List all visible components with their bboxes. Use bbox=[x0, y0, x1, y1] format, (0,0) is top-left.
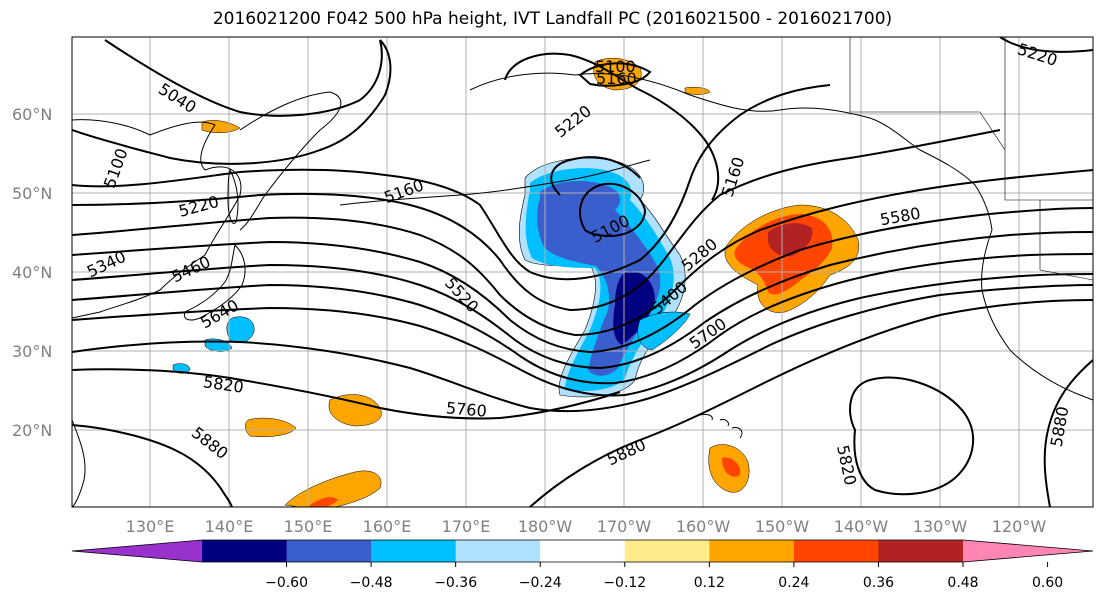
contour-line bbox=[72, 368, 621, 420]
colorbar-tick-label: −0.12 bbox=[603, 575, 646, 591]
colorbar-tick-label: −0.48 bbox=[350, 575, 393, 591]
lon-label: 130°E bbox=[126, 517, 175, 536]
contour-line bbox=[72, 84, 831, 281]
positive-anomaly-patch bbox=[328, 394, 382, 427]
hawaii-islands bbox=[699, 413, 743, 439]
colorbar-tick-label: −0.60 bbox=[265, 575, 308, 591]
colorbar-tick-label: 0.60 bbox=[1032, 575, 1063, 591]
contour-line bbox=[1043, 359, 1093, 507]
colorbar-tick-label: 0.48 bbox=[947, 575, 978, 591]
kamchatka-coastline bbox=[239, 91, 342, 231]
map-frame bbox=[71, 36, 1094, 508]
positive-anomaly-patch bbox=[593, 57, 642, 91]
philippines-coast bbox=[72, 419, 86, 507]
colorbar-extend-min bbox=[72, 540, 202, 562]
contour-line bbox=[104, 39, 383, 117]
lat-label: 60°N bbox=[12, 105, 52, 124]
contour-line bbox=[72, 253, 1093, 385]
colorbar-tick-label: 0.12 bbox=[694, 575, 725, 591]
lat-label: 20°N bbox=[12, 421, 52, 440]
lon-label: 160°W bbox=[676, 517, 731, 536]
lon-label: 130°W bbox=[913, 517, 968, 536]
contour-line bbox=[529, 299, 1093, 507]
lon-label: 150°W bbox=[755, 517, 810, 536]
contour-line bbox=[72, 169, 1093, 337]
positive-anomaly-patch bbox=[722, 457, 741, 477]
contour-line bbox=[999, 37, 1093, 53]
height-contours bbox=[72, 37, 1093, 507]
colorbar-segment bbox=[878, 540, 964, 562]
positive-anomaly-patch bbox=[310, 497, 338, 507]
lon-label: 170°W bbox=[597, 517, 652, 536]
colorbar-segment bbox=[286, 540, 372, 562]
colorbar-tick-label: 0.36 bbox=[863, 575, 894, 591]
contour-label: 5100 bbox=[595, 57, 636, 76]
alaska-coastline bbox=[469, 72, 993, 231]
lon-label: 120°W bbox=[992, 517, 1047, 536]
contour-label: 5760 bbox=[445, 398, 487, 420]
lat-label: 50°N bbox=[12, 184, 52, 203]
colorbar-tick-label: 0.24 bbox=[778, 575, 809, 591]
positive-anomaly-patch bbox=[245, 417, 297, 437]
aleutian-islands bbox=[339, 159, 651, 206]
lat-labels: 20°N 30°N 40°N 50°N 60°N bbox=[12, 105, 52, 440]
coastlines bbox=[72, 72, 1093, 507]
lon-label: 160°E bbox=[363, 517, 412, 536]
colorbar-segment bbox=[371, 540, 457, 562]
colorbar-segment bbox=[202, 540, 288, 562]
colorbar: −0.60 −0.48 −0.36 −0.24 −0.12 0.12 0.24 0.36 0.4… bbox=[71, 539, 1094, 591]
lat-label: 40°N bbox=[12, 263, 52, 282]
contour-line bbox=[72, 39, 392, 165]
colorbar-segment bbox=[709, 540, 795, 562]
colorbar-extend-max bbox=[963, 540, 1093, 562]
positive-anomaly-region-core bbox=[768, 223, 813, 257]
graticule bbox=[72, 37, 1093, 507]
lon-label: 180°W bbox=[518, 517, 573, 536]
lon-label: 140°E bbox=[205, 517, 254, 536]
contour-line bbox=[72, 129, 1001, 312]
contour-line bbox=[72, 207, 1093, 354]
positive-anomaly-patch bbox=[284, 470, 382, 507]
asia-coastline bbox=[72, 119, 242, 319]
contour-line bbox=[72, 424, 233, 507]
japan-coastline bbox=[183, 244, 246, 321]
lat-label: 30°N bbox=[12, 342, 52, 361]
contour-line bbox=[849, 376, 975, 496]
colorbar-segment bbox=[624, 540, 710, 562]
colorbar-tick-label: −0.36 bbox=[434, 575, 477, 591]
contour-line bbox=[72, 284, 1093, 413]
positive-anomaly-patch bbox=[684, 86, 711, 95]
lon-labels: 130°E 140°E 150°E 160°E 170°E 180°W 170°… bbox=[126, 517, 1047, 536]
colorbar-segment bbox=[455, 540, 541, 562]
colorbar-tick-label: −0.24 bbox=[519, 575, 562, 591]
contour-label: 5160 bbox=[596, 69, 637, 88]
colorbar-segment bbox=[793, 540, 879, 562]
contour-line bbox=[579, 182, 647, 238]
contour-line bbox=[504, 52, 720, 201]
map-title: 2016021200 F042 500 hPa height, IVT Land… bbox=[212, 9, 893, 29]
contour-line bbox=[550, 156, 641, 196]
lon-label: 170°E bbox=[442, 517, 491, 536]
sakhalin-coastline bbox=[227, 168, 239, 224]
contour-line bbox=[578, 62, 652, 87]
lon-label: 140°W bbox=[834, 517, 889, 536]
colorbar-segment bbox=[540, 540, 626, 562]
contour-line bbox=[72, 231, 1093, 370]
west-coast-na bbox=[981, 229, 1093, 401]
colorbar-outline bbox=[71, 539, 1094, 563]
lon-label: 150°E bbox=[284, 517, 333, 536]
